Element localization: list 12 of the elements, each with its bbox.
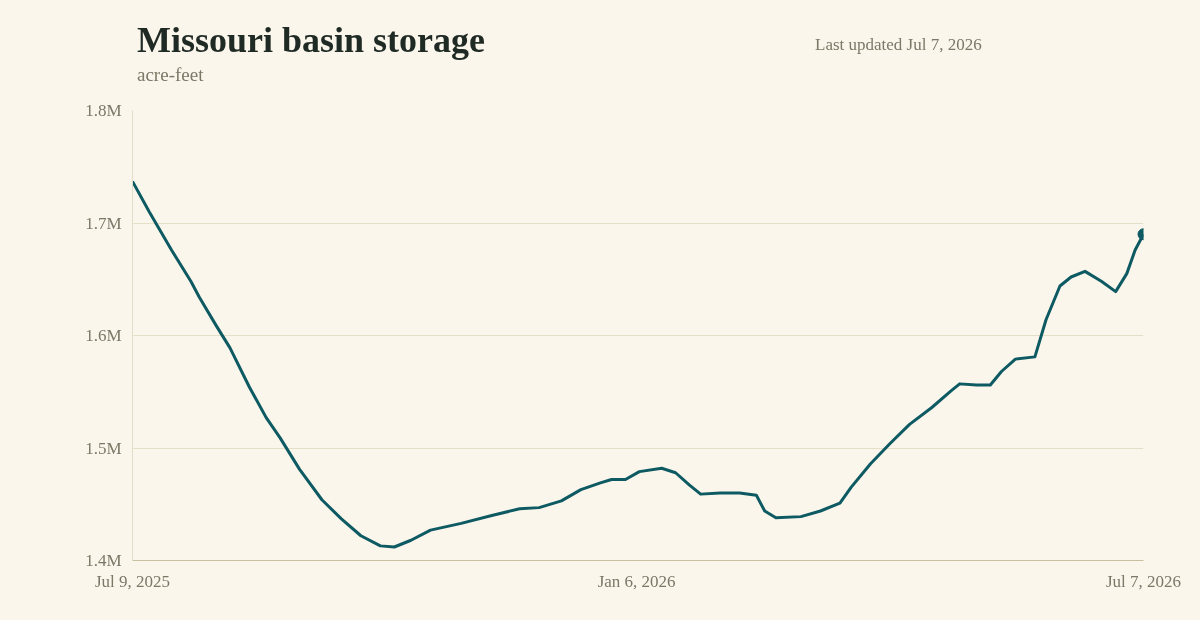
chart-subtitle: acre-feet	[137, 63, 205, 87]
x-tick-label: Jul 9, 2025	[94, 571, 171, 591]
y-tick-label: 1.6M	[85, 326, 122, 345]
chart-title: Missouri basin storage	[137, 19, 486, 61]
y-tick-label: 1.5M	[85, 438, 122, 458]
text: Last updated Jul 7, 2026	[815, 34, 982, 56]
line-series	[132, 179, 1144, 549]
y-tick-label: 1.7M	[85, 213, 122, 233]
y-tick-label: 1.4M	[85, 551, 122, 570]
x-tick-label: Jan 6, 2026	[597, 571, 676, 591]
x-tick-label: Jul 7, 2026	[1105, 571, 1182, 591]
y-tick-label: 1.8M	[85, 101, 122, 120]
